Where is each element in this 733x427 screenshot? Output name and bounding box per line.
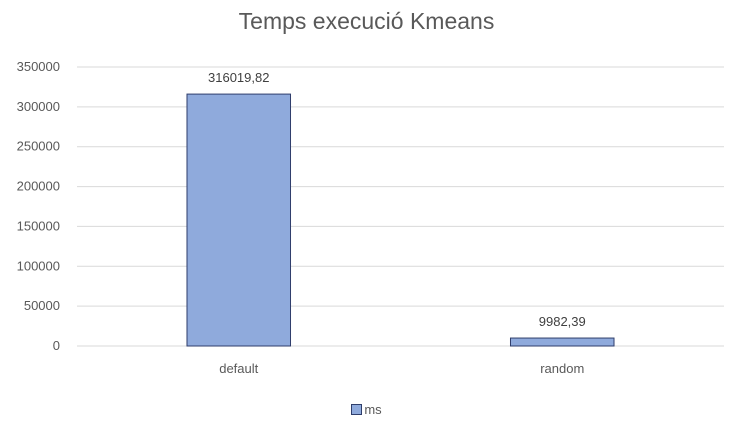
- y-tick-label: 300000: [17, 99, 60, 114]
- chart-title: Temps execució Kmeans: [238, 8, 495, 34]
- data-label: 9982,39: [539, 314, 586, 329]
- y-tick-label: 250000: [17, 139, 60, 154]
- y-tick-label: 50000: [24, 298, 60, 313]
- bar: [509, 337, 615, 347]
- y-tick-label: 0: [53, 338, 60, 353]
- category-label: random: [540, 361, 584, 376]
- legend-label: ms: [364, 402, 382, 417]
- bar: [186, 93, 292, 347]
- legend: ms: [0, 402, 733, 417]
- data-label: 316019,82: [208, 70, 269, 85]
- legend-swatch: [351, 404, 363, 415]
- y-tick-label: 100000: [17, 258, 60, 273]
- y-tick-label: 150000: [17, 218, 60, 233]
- category-label: default: [219, 361, 258, 376]
- y-tick-label: 350000: [17, 59, 60, 74]
- y-tick-label: 200000: [17, 179, 60, 194]
